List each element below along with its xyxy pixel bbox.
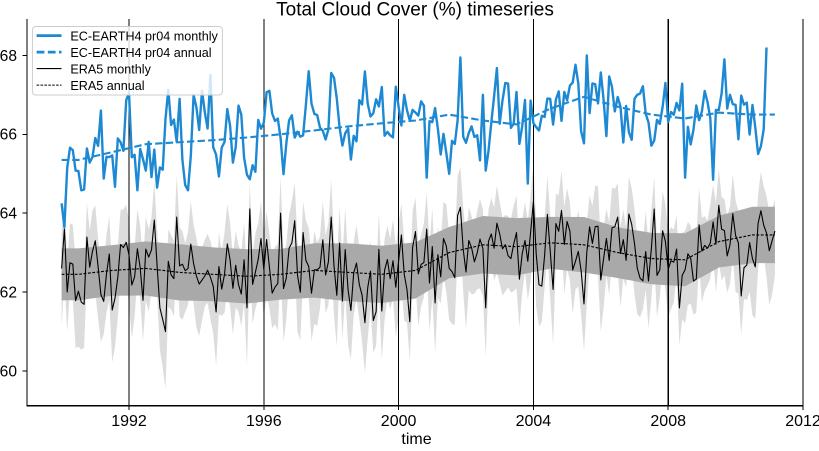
svg-text:Total Cloud Cover (%) timeseri: Total Cloud Cover (%) timeseries [276, 0, 554, 21]
svg-text:60: 60 [0, 363, 17, 380]
svg-text:ERA5 annual: ERA5 annual [70, 79, 144, 93]
svg-text:1996: 1996 [246, 413, 282, 430]
svg-text:62: 62 [0, 285, 17, 302]
svg-text:66: 66 [0, 127, 17, 144]
svg-text:2000: 2000 [381, 413, 417, 430]
svg-text:EC-EARTH4 pr04 monthly: EC-EARTH4 pr04 monthly [70, 30, 218, 44]
svg-text:2012: 2012 [785, 413, 819, 430]
svg-text:2004: 2004 [516, 413, 552, 430]
svg-text:64: 64 [0, 206, 17, 223]
svg-text:time: time [401, 431, 431, 446]
svg-text:68: 68 [0, 48, 17, 65]
svg-text:1992: 1992 [111, 413, 147, 430]
svg-text:EC-EARTH4 pr04 annual: EC-EARTH4 pr04 annual [70, 46, 211, 60]
svg-text:ERA5 monthly: ERA5 monthly [70, 63, 151, 77]
svg-text:2008: 2008 [650, 413, 686, 430]
